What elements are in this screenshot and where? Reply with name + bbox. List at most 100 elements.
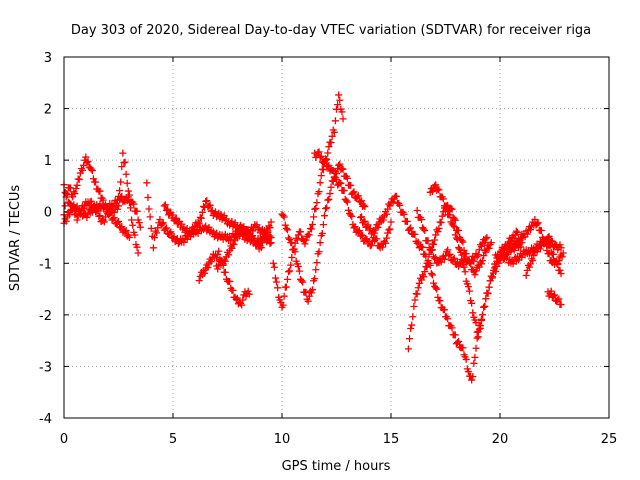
plot-frame [63, 56, 610, 419]
data-point [88, 167, 96, 175]
data-point [116, 187, 124, 195]
data-point [557, 270, 565, 278]
data-point [474, 251, 482, 259]
data-point [71, 190, 79, 198]
data-point [335, 161, 343, 169]
x-tick-label: 10 [274, 432, 291, 447]
data-point [472, 267, 480, 275]
data-point [166, 210, 174, 218]
data-point [325, 143, 333, 151]
data-point [164, 205, 172, 213]
y-tick-label: 2 [44, 103, 52, 118]
data-point [451, 216, 459, 224]
data-point [517, 243, 525, 251]
data-point [340, 187, 348, 195]
data-point [160, 202, 168, 210]
data-point [238, 301, 246, 309]
data-point [322, 205, 330, 213]
data-point [465, 287, 473, 295]
data-point [205, 202, 213, 210]
data-point [305, 231, 313, 239]
series-6 [213, 218, 275, 273]
data-point [288, 254, 296, 262]
data-point [545, 232, 553, 240]
data-point [327, 139, 335, 147]
data-point [99, 196, 107, 204]
data-point [487, 239, 495, 247]
data-point [174, 240, 182, 248]
data-point [354, 228, 362, 236]
data-point [430, 240, 438, 248]
data-point [293, 236, 301, 244]
data-point [282, 283, 290, 291]
data-point [169, 211, 177, 219]
data-point [481, 302, 489, 310]
data-point [324, 163, 332, 171]
data-point [283, 226, 291, 234]
data-point [432, 284, 440, 292]
data-point [301, 240, 309, 248]
data-point [329, 167, 337, 175]
data-point [202, 197, 210, 205]
data-point [316, 154, 324, 162]
x-tick-label: 25 [601, 432, 618, 447]
data-point [360, 218, 368, 226]
data-point [313, 259, 321, 267]
data-point [432, 254, 440, 262]
data-point [353, 193, 361, 201]
data-point [451, 331, 459, 339]
data-point [79, 166, 87, 174]
data-point [555, 295, 563, 303]
data-point [419, 243, 427, 251]
data-point [367, 241, 375, 249]
data-point [75, 175, 83, 183]
data-point [282, 224, 290, 232]
data-point [459, 344, 467, 352]
data-point [464, 368, 472, 376]
data-point [158, 220, 166, 228]
data-point [446, 211, 454, 219]
data-point [474, 333, 482, 341]
data-point [315, 188, 323, 196]
data-point [87, 165, 95, 173]
data-point [408, 321, 416, 329]
data-point [437, 219, 445, 227]
data-point [468, 299, 476, 307]
data-point [427, 270, 435, 278]
data-point [522, 271, 530, 279]
data-point [361, 217, 369, 225]
data-point [432, 181, 440, 189]
data-point [469, 309, 477, 317]
data-point [428, 188, 436, 196]
data-point [450, 223, 458, 231]
data-point [347, 211, 355, 219]
data-point [407, 224, 415, 232]
data-point [117, 224, 125, 232]
data-point [125, 191, 133, 199]
data-point [482, 248, 490, 256]
data-point [82, 153, 90, 161]
data-point [150, 234, 158, 242]
data-point [87, 197, 95, 205]
data-point [336, 179, 344, 187]
data-point [444, 315, 452, 323]
data-point [333, 170, 340, 178]
data-point [327, 183, 335, 191]
data-point [450, 215, 458, 223]
data-point [387, 218, 395, 226]
data-point [413, 239, 421, 247]
data-point [411, 296, 419, 304]
data-point [159, 219, 167, 227]
data-point [269, 259, 277, 267]
data-point [67, 206, 75, 214]
data-point [420, 273, 428, 281]
data-point [356, 198, 364, 206]
data-point [312, 266, 320, 274]
data-point [421, 268, 429, 276]
data-point [118, 163, 126, 171]
data-point [455, 244, 463, 252]
y-tick-label: 0 [44, 206, 52, 221]
series-17 [544, 287, 565, 309]
data-point [378, 243, 386, 251]
data-point [122, 227, 130, 235]
